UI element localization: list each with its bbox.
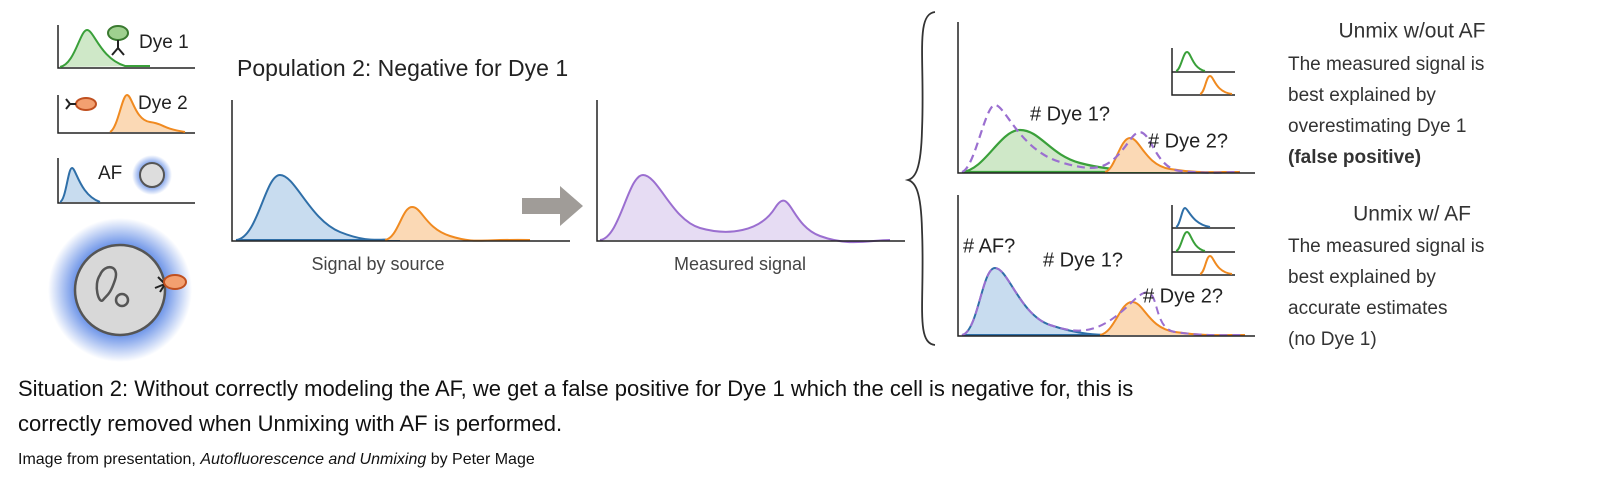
inset-dye2 [1199, 74, 1233, 95]
population-title: Population 2: Negative for Dye 1 [237, 55, 568, 81]
legend-axis [57, 158, 195, 204]
af-cell [139, 162, 165, 188]
plot-label: Signal by source [311, 254, 444, 274]
axis [596, 100, 905, 242]
unmix-with-af-plot: # AF? # Dye 1? # Dye 2? [957, 195, 1255, 337]
dye1-antibody [111, 40, 125, 56]
caption-line: correctly removed when Unmixing with AF … [18, 411, 562, 436]
brace [904, 11, 936, 346]
legend-label: Dye 2 [138, 93, 188, 114]
af-curve [59, 166, 101, 203]
legend-label: Dye 1 [139, 32, 189, 53]
arrow [522, 186, 583, 226]
measured-curve [961, 266, 1246, 337]
description-line: (no Dye 1) [1288, 329, 1377, 350]
plot-label: Measured signal [674, 254, 806, 274]
measured-curve [599, 173, 891, 244]
dye2-curve [384, 205, 531, 242]
annotation: # Dye 2? [1148, 130, 1228, 152]
description-line: The measured signal is [1288, 54, 1484, 75]
dye2-icon [163, 274, 187, 290]
panel-description: The measured signal is best explained by o… [1288, 54, 1484, 168]
axis [957, 195, 1255, 337]
description-line: overestimating Dye 1 [1288, 116, 1466, 137]
description-line: best explained by [1288, 85, 1436, 106]
legend-axis [57, 25, 195, 69]
annotation: # AF? [963, 235, 1015, 257]
measured-curve [961, 103, 1241, 174]
description-line: The measured signal is [1288, 236, 1484, 257]
credit-title: Autofluorescence and Unmixing [199, 451, 426, 468]
source-plot: Signal by source [231, 100, 570, 274]
credit-text: Image from presentation, [18, 451, 196, 468]
dye1-curve [59, 28, 150, 68]
dye2-icon [75, 97, 97, 111]
measured-plot: Measured signal [596, 100, 905, 274]
inset-dye1 [1175, 50, 1206, 72]
legend-axis [57, 95, 195, 134]
cell-nucleus [95, 266, 118, 303]
credit-text: by Peter Mage [431, 451, 535, 468]
cell-vesicle [114, 292, 130, 308]
panel-description: The measured signal is best explained by a… [1288, 236, 1484, 350]
axis [231, 100, 570, 242]
cell [73, 243, 167, 337]
af-curve [235, 173, 401, 241]
inset-af [1175, 206, 1211, 228]
axis [957, 22, 1255, 174]
annotation: # Dye 2? [1143, 285, 1223, 307]
dye2-curve [109, 93, 186, 133]
inset-axis [1171, 48, 1235, 96]
af-curve [961, 266, 1111, 336]
caption: Situation 2: Without correctly modeling … [18, 376, 1133, 436]
annotation: # Dye 1? [1030, 103, 1110, 125]
dye2-antibody [65, 98, 76, 110]
inset-dye2 [1199, 254, 1233, 275]
legend-label: AF [98, 163, 122, 184]
credit: Image from presentation, Autofluorescenc… [18, 451, 535, 468]
unmix-without-af-plot: # Dye 1? # Dye 2? [957, 22, 1255, 174]
panel-title: Unmix w/ AF [1353, 203, 1471, 226]
inset-dye1 [1175, 230, 1206, 252]
inset-axis [1171, 205, 1235, 276]
caption-line: Situation 2: Without correctly modeling … [18, 376, 1133, 401]
dye1-icon [107, 25, 129, 41]
description-line: (false positive) [1288, 147, 1421, 168]
description-line: accurate estimates [1288, 298, 1447, 319]
legend: Dye 1 Dye 2 AF [48, 25, 195, 362]
panel-title: Unmix w/out AF [1338, 20, 1485, 43]
annotation: # Dye 1? [1043, 249, 1123, 271]
description-line: best explained by [1288, 267, 1436, 288]
